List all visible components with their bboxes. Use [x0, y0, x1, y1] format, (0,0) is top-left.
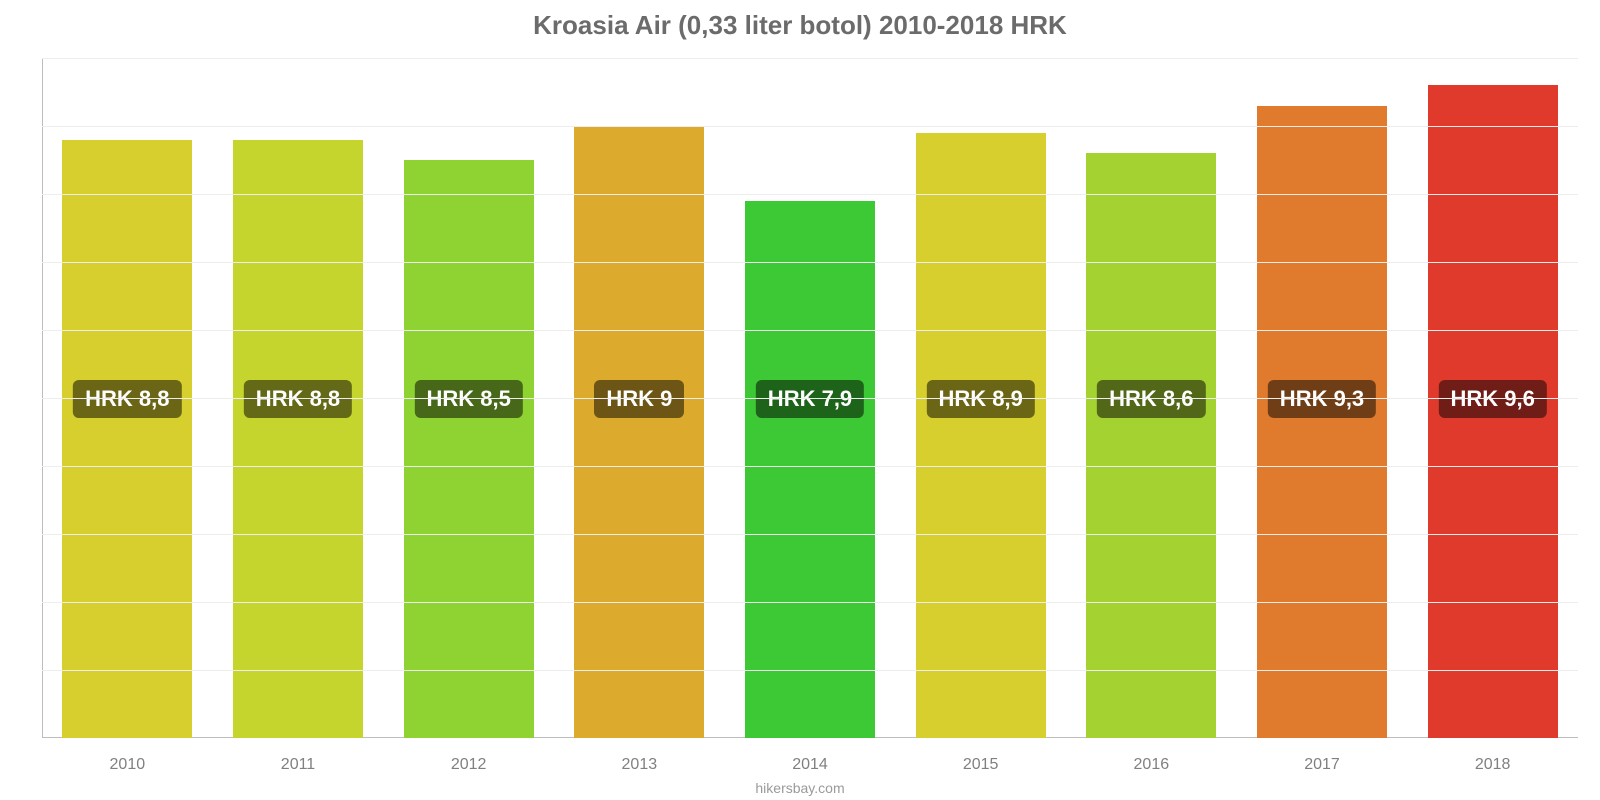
y-tick-label: 4	[0, 457, 30, 475]
bar	[745, 201, 875, 738]
bar	[574, 126, 704, 738]
grid-line	[42, 330, 1578, 331]
bar-value-label: HRK 9	[594, 380, 684, 418]
grid-line	[42, 126, 1578, 127]
bar-value-label: HRK 8,5	[414, 380, 522, 418]
y-tick-label: 2	[0, 593, 30, 611]
y-tick-label: 5	[0, 389, 30, 407]
y-tick-label: 6	[0, 321, 30, 339]
plot-area: HRK 8,8 HRK 8,8 HRK 8,5 HRK 9 HRK 7,9 HRK 8,9…	[42, 58, 1578, 738]
x-tick-label: 2018	[1475, 756, 1511, 774]
chart-container: Kroasia Air (0,33 liter botol) 2010-2018…	[0, 0, 1600, 800]
x-tick-label: 2014	[792, 756, 828, 774]
y-tick-label: 10	[0, 49, 30, 67]
x-tick-label: 2016	[1134, 756, 1170, 774]
grid-line	[42, 602, 1578, 603]
chart-title: Kroasia Air (0,33 liter botol) 2010-2018…	[0, 0, 1600, 41]
bar-value-label: HRK 8,9	[926, 380, 1034, 418]
bar-value-label: HRK 7,9	[756, 380, 864, 418]
bar	[916, 133, 1046, 738]
bar-value-label: HRK 8,8	[73, 380, 181, 418]
y-tick-label: 1	[0, 661, 30, 679]
x-tick-label: 2013	[622, 756, 658, 774]
bar-value-label: HRK 9,3	[1268, 380, 1376, 418]
grid-line	[42, 670, 1578, 671]
y-tick-label: 7	[0, 253, 30, 271]
attribution-text: hikersbay.com	[755, 780, 844, 796]
bar	[1086, 153, 1216, 738]
x-tick-label: 2015	[963, 756, 999, 774]
bar	[1257, 106, 1387, 738]
bar	[233, 140, 363, 738]
bar-value-label: HRK 9,6	[1438, 380, 1546, 418]
bar-value-label: HRK 8,6	[1097, 380, 1205, 418]
y-tick-label: 8	[0, 185, 30, 203]
grid-line	[42, 534, 1578, 535]
y-tick-label: 3	[0, 525, 30, 543]
grid-line	[42, 58, 1578, 59]
bar	[404, 160, 534, 738]
y-tick-label: 9	[0, 117, 30, 135]
x-tick-label: 2017	[1304, 756, 1340, 774]
x-tick-label: 2010	[110, 756, 146, 774]
x-tick-label: 2011	[281, 756, 315, 774]
grid-line	[42, 194, 1578, 195]
grid-line	[42, 398, 1578, 399]
x-tick-label: 2012	[451, 756, 487, 774]
y-tick-label: 0	[0, 729, 30, 747]
bar-value-label: HRK 8,8	[244, 380, 352, 418]
grid-line	[42, 466, 1578, 467]
grid-line	[42, 262, 1578, 263]
bar	[62, 140, 192, 738]
